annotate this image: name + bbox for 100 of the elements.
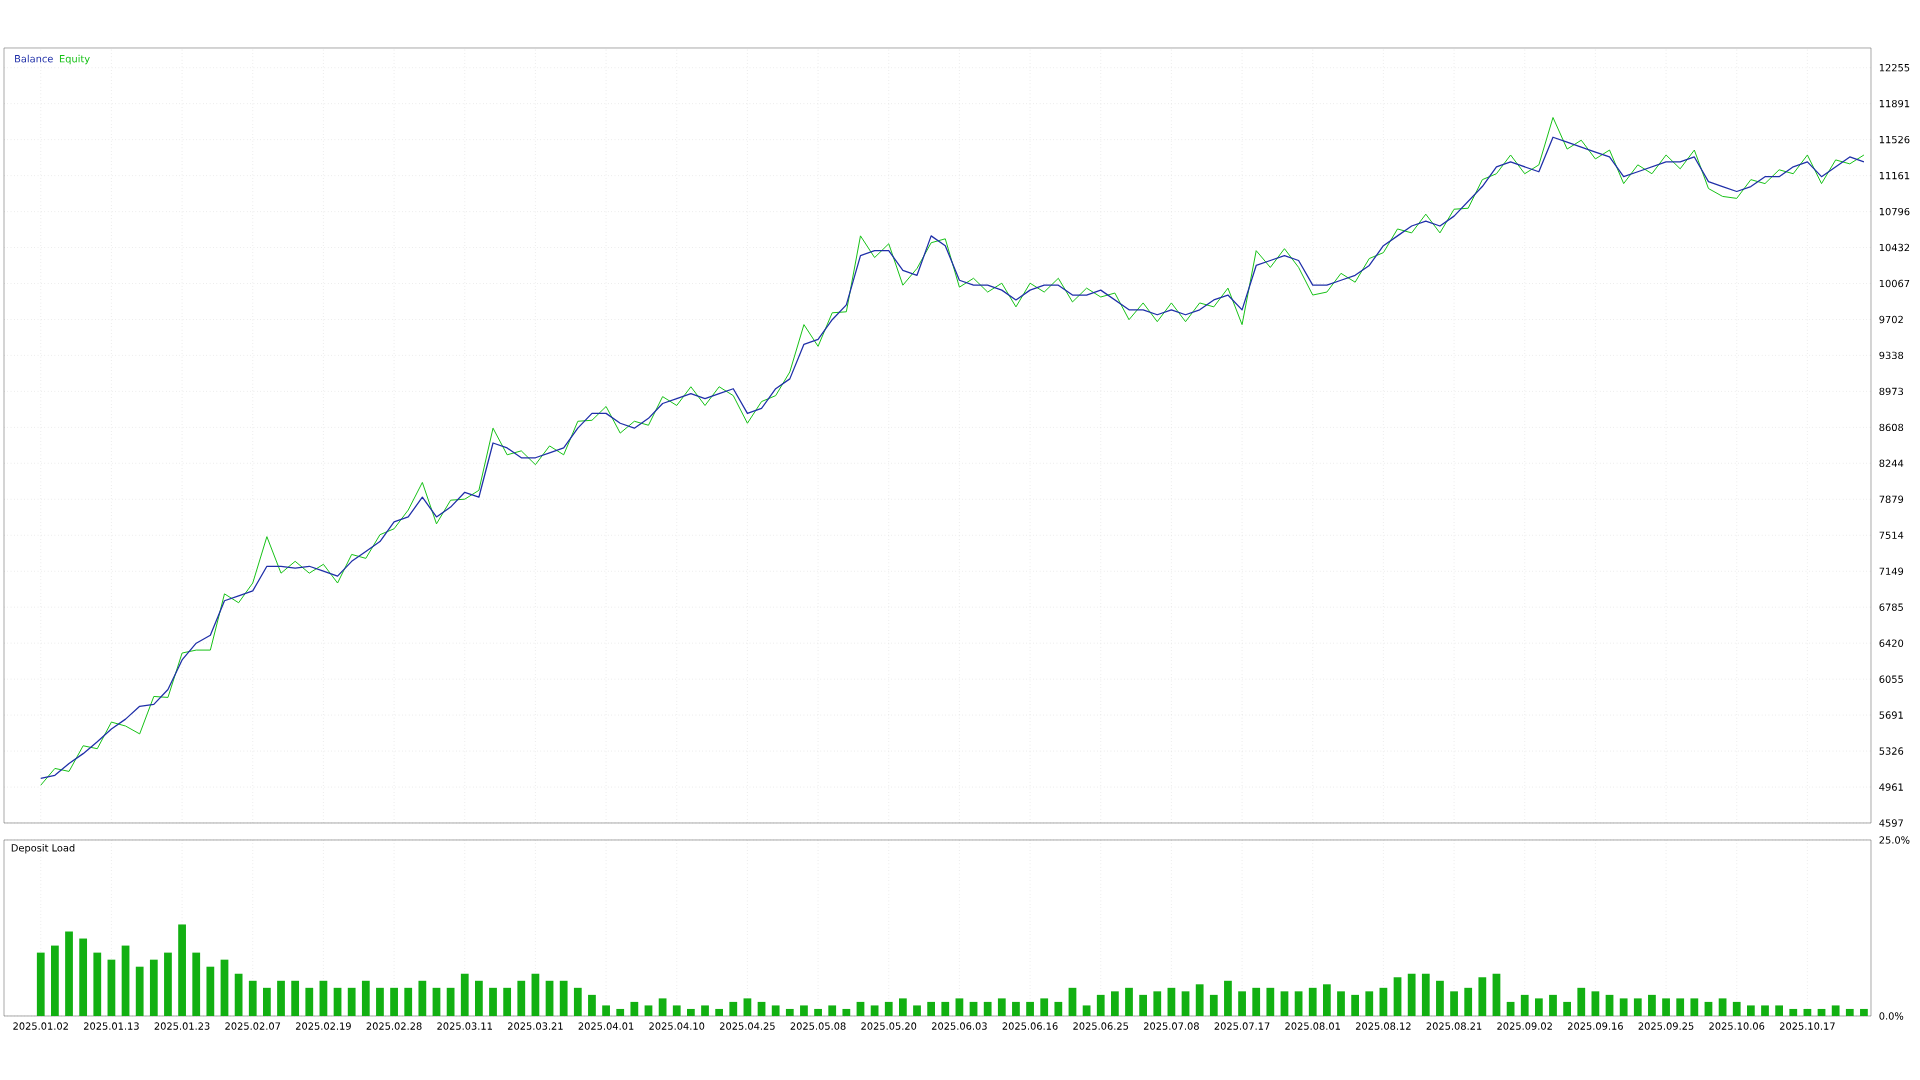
bar [602,1005,610,1016]
bar [1110,991,1119,1016]
y-tick-label: 11161 [1879,171,1910,180]
y-tick-label: 8244 [1879,459,1904,468]
y-tick-label: 11526 [1879,135,1910,144]
y-tick-label: 11891 [1879,99,1910,108]
bar [658,998,667,1016]
bar [1238,991,1246,1016]
bar [983,1001,992,1016]
bar [828,1005,837,1016]
x-tick-label: 2025.03.21 [507,1022,563,1030]
bar [955,998,964,1016]
x-tick-label: 2025.02.28 [366,1022,422,1030]
bar [870,1005,879,1016]
bar [1209,994,1218,1016]
bar [997,998,1006,1016]
text: Equity [59,54,90,65]
bar [1775,1005,1784,1016]
bar [1082,1005,1091,1016]
bar [1224,980,1232,1016]
bar [616,1008,625,1016]
bar [1365,991,1374,1016]
x-tick-label: 2025.06.25 [1073,1022,1129,1030]
x-tick-label: 2025.09.02 [1497,1022,1552,1030]
bar [1393,977,1402,1016]
y-tick-label: 7879 [1879,495,1904,503]
bar [1322,984,1331,1016]
bar [474,980,483,1016]
y-tick-label: 12255 [1879,63,1910,72]
bar [149,959,158,1016]
bar [1732,1001,1741,1016]
x-tick-label: 2025.04.25 [719,1022,775,1030]
bar [1195,984,1204,1016]
bar [1153,991,1162,1016]
bar [1534,998,1543,1016]
bar [376,987,384,1016]
y-tick-label: 5691 [1879,711,1903,719]
bar [1421,973,1430,1016]
y-tick-label: 4597 [1879,819,1903,827]
bar [178,924,186,1016]
chart-title: Deposit Load [11,843,75,854]
bar [1831,1005,1840,1016]
y-tick-label: 5326 [1879,747,1904,755]
x-tick-label: 2025.02.07 [225,1022,281,1030]
bar [573,987,582,1016]
x-tick-label: 2025.10.06 [1709,1022,1765,1030]
bar [1252,987,1261,1016]
y-tick-label: 6785 [1879,603,1903,611]
text: Balance [15,54,53,63]
bar [969,1001,978,1016]
bar [347,987,356,1016]
x-tick-label: 2025.09.25 [1638,1022,1694,1030]
bar [503,987,512,1016]
bar [913,1005,921,1016]
bar [1718,998,1727,1016]
bar [630,1001,639,1016]
x-tick-label: 2025.09.16 [1567,1022,1623,1030]
bar [404,987,413,1016]
x-tick-label: 2025.06.03 [931,1022,987,1030]
y-tick-label: 10796 [1879,207,1910,216]
bar [1040,998,1049,1016]
bar [489,987,497,1016]
bar [1648,994,1656,1016]
bar [65,931,73,1016]
bar [800,1005,808,1016]
y-tick-label: 0.0% [1879,1012,1904,1020]
x-tick-label: 2025.08.01 [1285,1022,1340,1030]
bar [729,1001,738,1016]
x-tick-label: 2025.02.19 [295,1022,351,1030]
x-tick-label: 2025.07.08 [1143,1022,1199,1030]
bar [1605,994,1614,1016]
bar [884,1001,893,1016]
bar [1012,1001,1020,1016]
bar [1337,991,1345,1016]
bar [898,998,907,1016]
bar [1054,1001,1063,1016]
bar [1662,998,1670,1016]
x-tick-label: 2025.01.02 [13,1022,68,1030]
x-tick-label: 2025.06.16 [1002,1022,1058,1030]
y-tick-label: 8608 [1879,423,1904,432]
bar [743,998,752,1016]
x-tick-label: 2025.08.21 [1426,1022,1482,1030]
bar [1563,1001,1572,1016]
bar [1096,994,1105,1016]
bar [1407,973,1416,1016]
bar [36,952,45,1016]
bar [1436,980,1444,1016]
bar [1125,987,1133,1016]
bar [460,973,469,1016]
x-tick-label: 2025.05.20 [861,1022,917,1030]
bar [206,966,215,1016]
bar [1026,1001,1034,1016]
y-tick-label: 7149 [1879,567,1904,575]
x-tick-label: 2025.01.13 [83,1022,139,1030]
x-tick-label: 2025.10.17 [1779,1022,1835,1030]
x-tick-label: 2025.01.23 [154,1022,210,1030]
y-tick-label: 8973 [1879,387,1904,396]
bar [446,987,455,1016]
bar [248,980,257,1016]
x-tick-label: 2025.04.10 [649,1022,705,1030]
